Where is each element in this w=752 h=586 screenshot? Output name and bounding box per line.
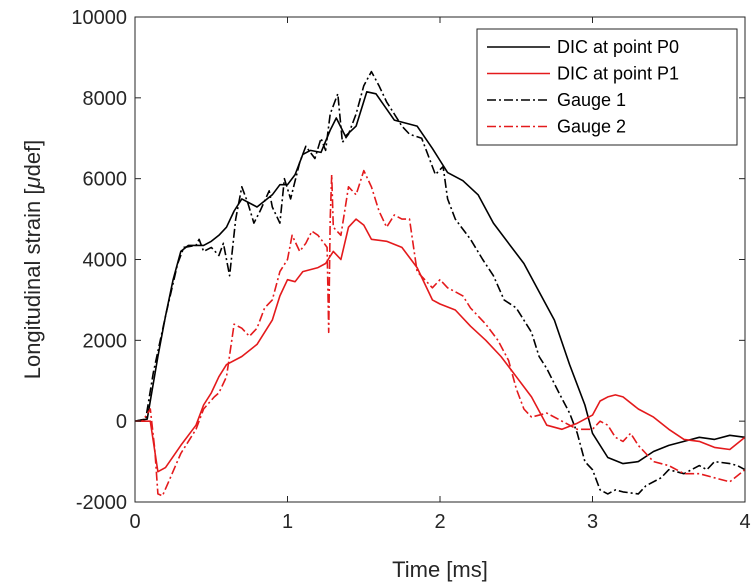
series-line-3 [134,70,746,495]
y-tick-label: -2000 [76,492,127,514]
x-tick-label: 4 [739,511,750,533]
legend: DIC at point P0 DIC at point P1 Gauge 1 Gau… [476,28,738,146]
y-tick-label: 2000 [83,330,128,352]
x-tick-label: 0 [129,511,140,533]
y-axis-label: Longitudinal strain [μdef] [20,140,45,380]
y-tick-label: 8000 [83,88,128,110]
series-line-2 [135,218,746,473]
x-tick-label: 2 [434,511,445,533]
legend-label: Gauge 1 [557,90,626,110]
x-axis-label: Time [ms] [392,557,488,582]
series-line-1 [134,91,746,465]
y-tick-label: 0 [116,411,127,433]
y-tick-label: 10000 [71,7,127,29]
series-layer [134,70,746,497]
y-axis-label-mu: μ [20,176,45,189]
x-tick-label: 1 [282,511,293,533]
y-tick-label: 6000 [83,169,128,191]
legend-label: DIC at point P0 [557,37,679,57]
x-tick-label: 3 [587,511,598,533]
series-line-4 [135,169,746,497]
legend-label: DIC at point P1 [557,64,679,84]
y-axis-label-prefix: Longitudinal strain [ [20,188,45,379]
y-axis-label-suffix: def] [20,140,45,177]
legend-box [476,28,738,146]
legend-label: Gauge 2 [557,117,626,137]
y-tick-label: 4000 [83,250,128,272]
